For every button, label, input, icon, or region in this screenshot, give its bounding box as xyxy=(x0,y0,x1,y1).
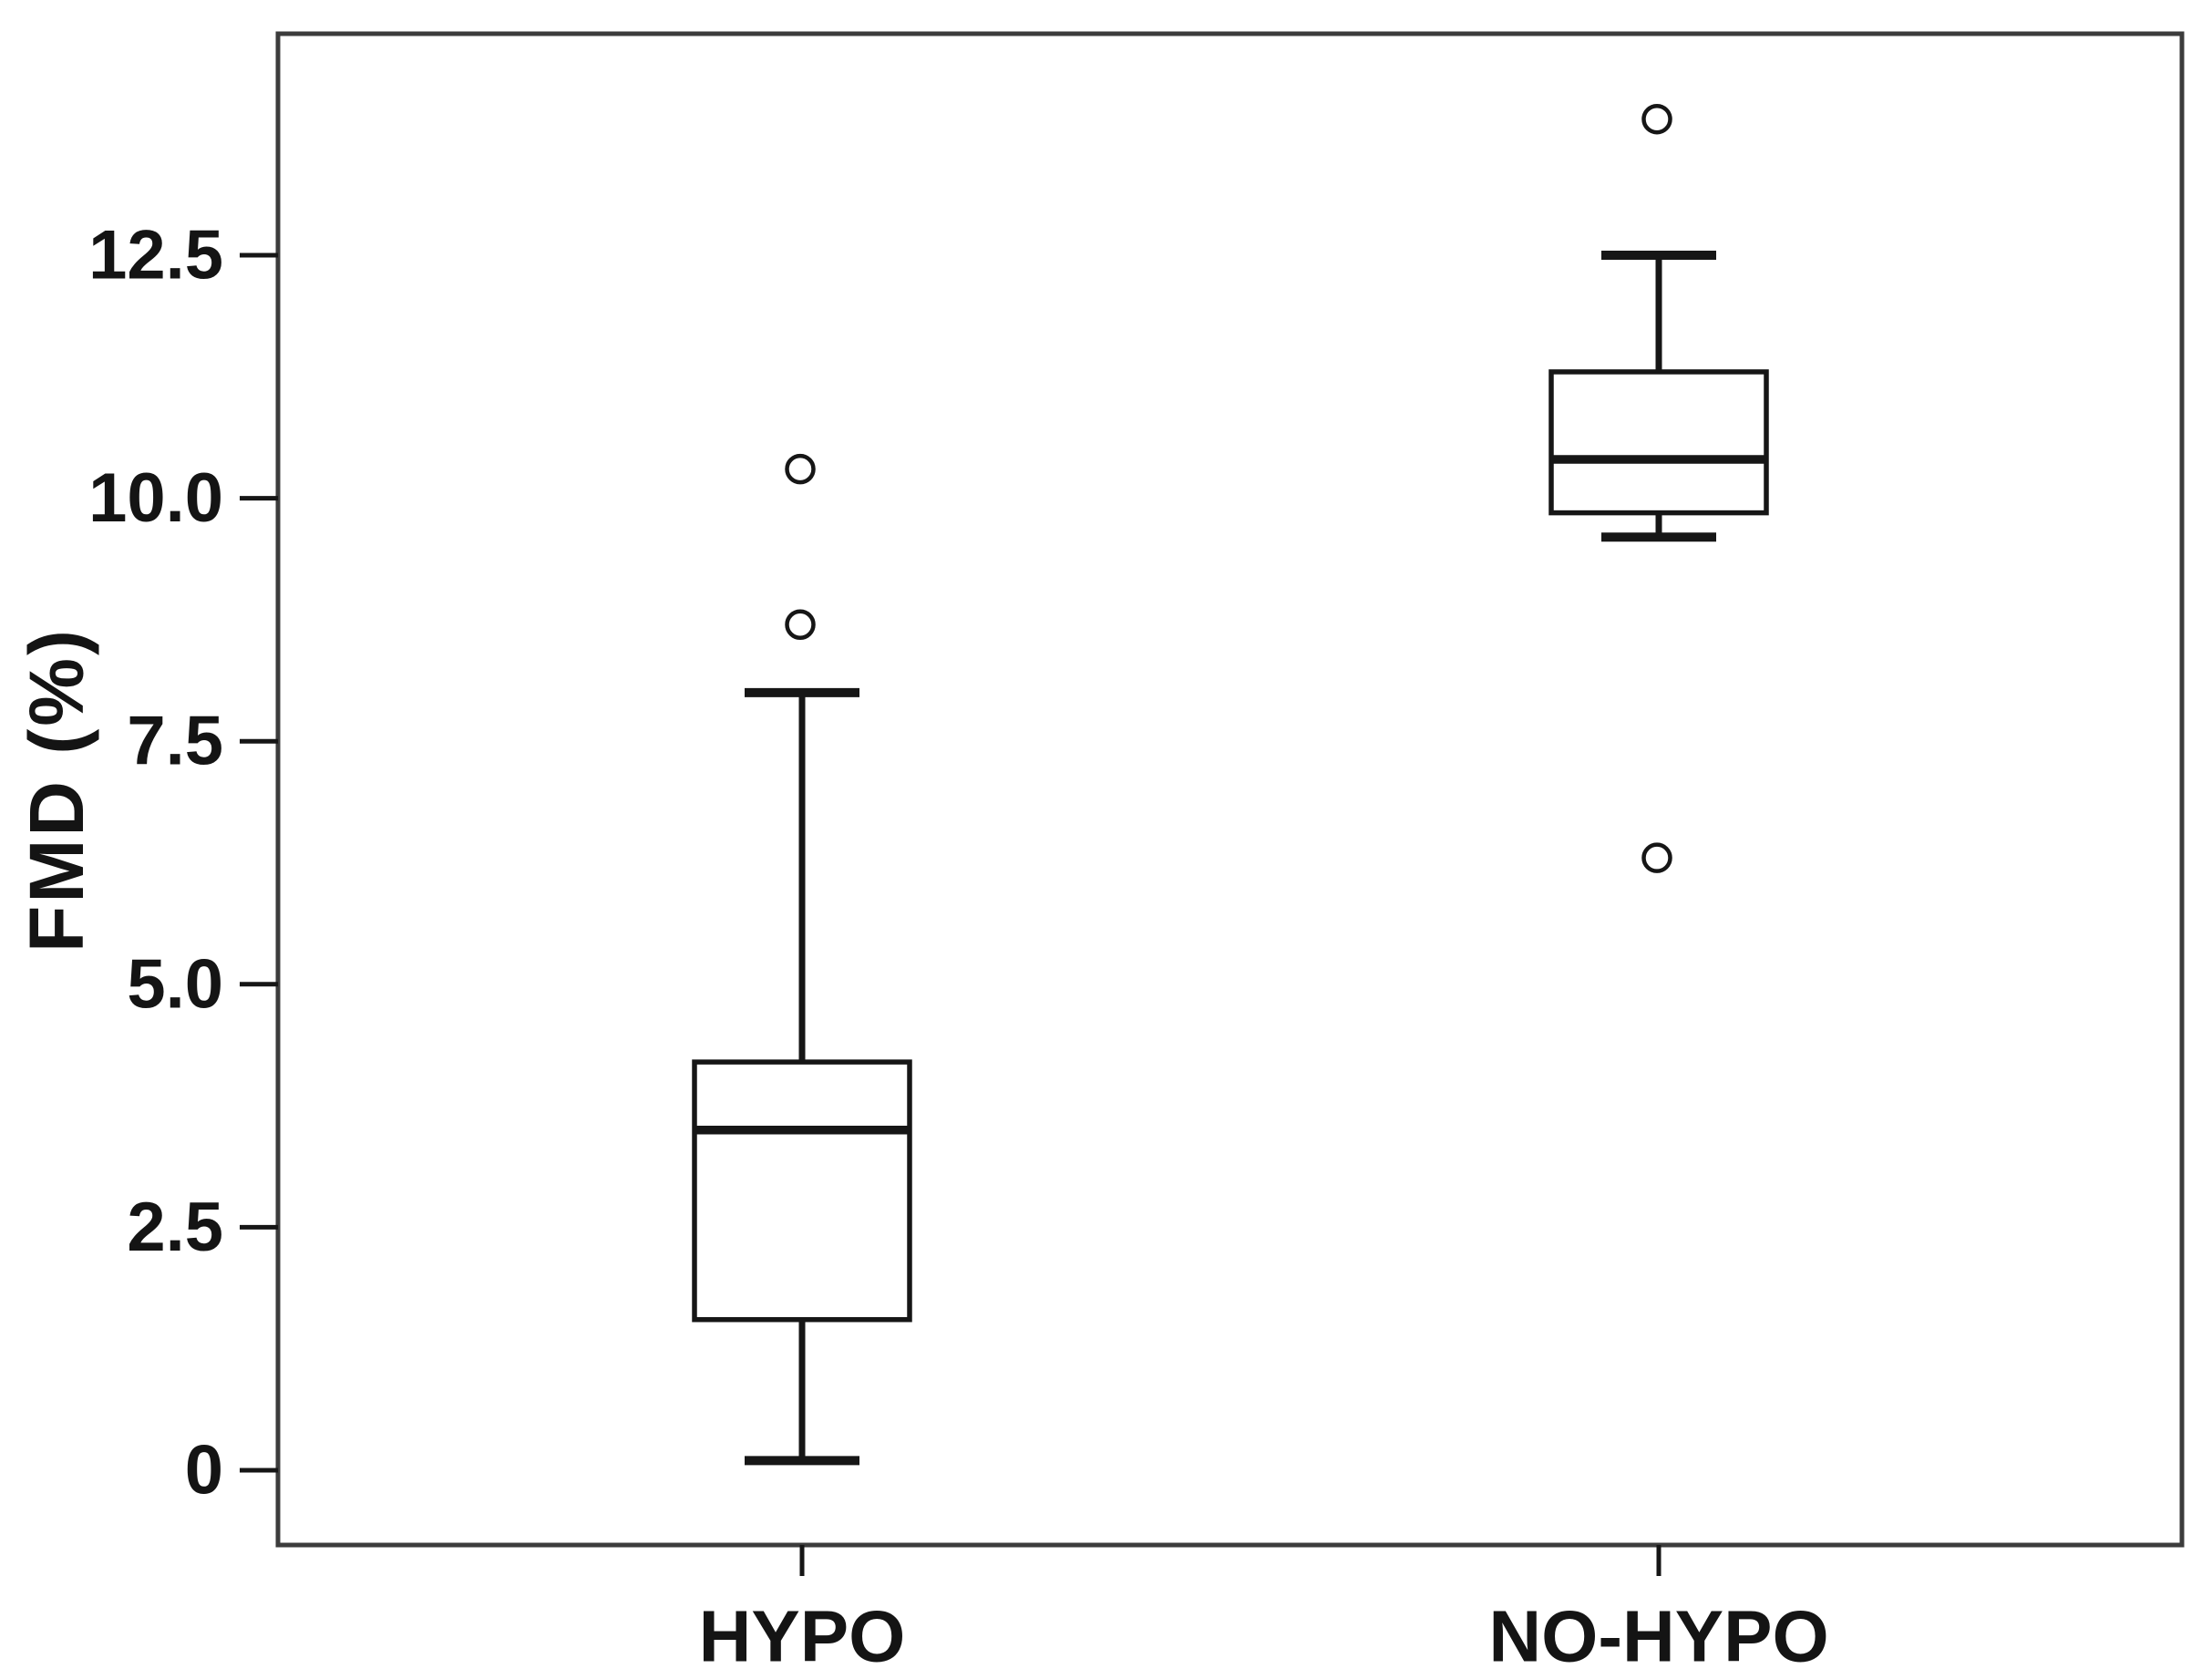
x-category-label: HYPO xyxy=(699,1596,906,1677)
x-category-label: NO-HYPO xyxy=(1488,1596,1828,1677)
outlier-point xyxy=(1641,842,1672,873)
iqr-box xyxy=(1548,369,1769,516)
outlier-point xyxy=(1641,103,1672,135)
outlier-point xyxy=(785,609,816,640)
y-tick-label: 12.5 xyxy=(88,217,223,294)
outlier-point xyxy=(785,453,816,485)
y-tick-label: 2.5 xyxy=(127,1189,223,1266)
y-tick-label: 10.0 xyxy=(88,459,223,537)
plot-frame xyxy=(275,31,2185,1548)
y-tick-label: 5.0 xyxy=(127,945,223,1023)
y-tick-label: 0 xyxy=(185,1432,223,1509)
iqr-box xyxy=(692,1059,912,1323)
y-axis-title: FMD (%) xyxy=(14,627,99,953)
y-tick-label: 7.5 xyxy=(127,703,223,780)
